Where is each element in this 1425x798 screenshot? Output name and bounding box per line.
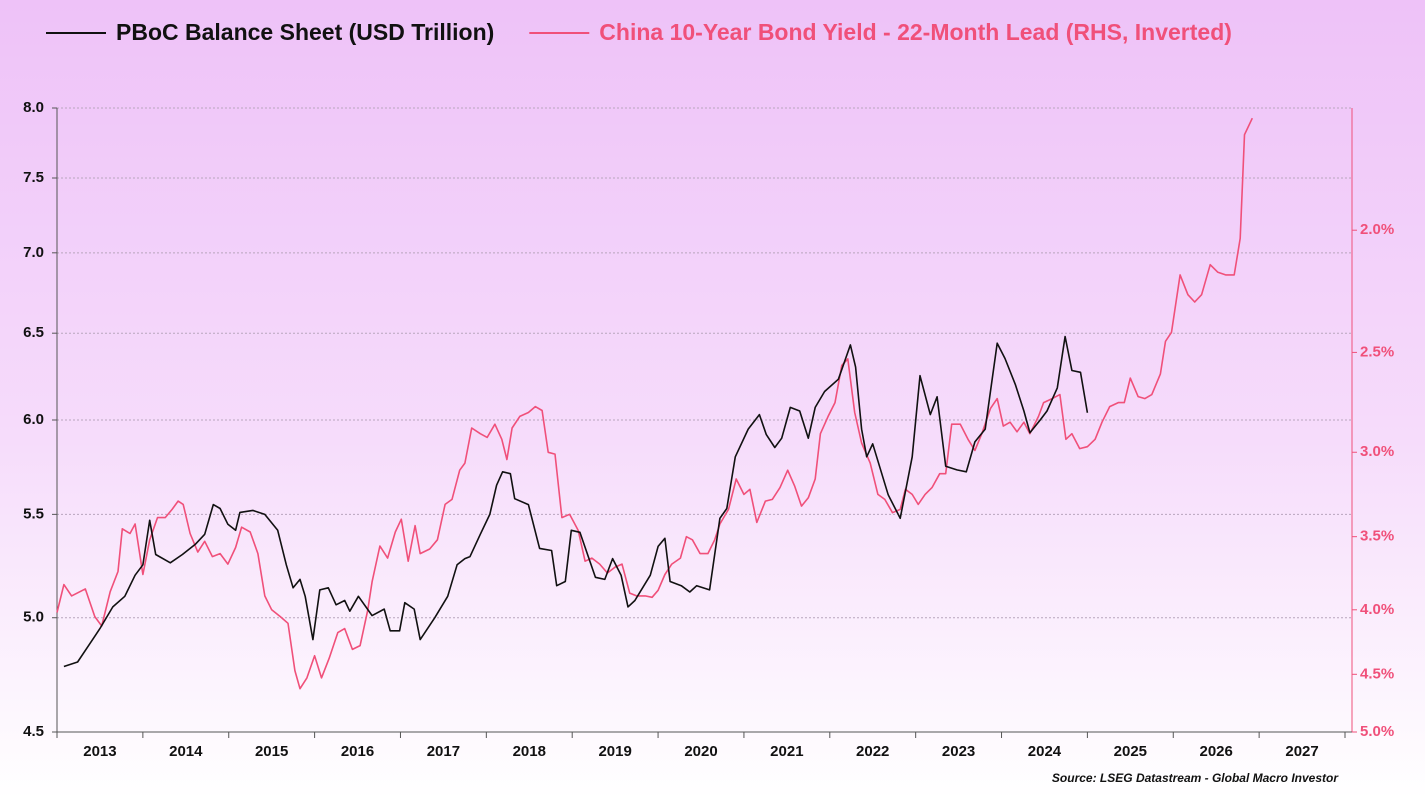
y2-tick-label: 4.0% <box>1360 601 1394 618</box>
series-line <box>63 335 1089 668</box>
legend-label: China 10-Year Bond Yield - 22-Month Lead… <box>599 19 1232 45</box>
x-tick-label: 2023 <box>942 743 975 760</box>
x-tick-label: 2022 <box>856 743 889 760</box>
x-tick-label: 2025 <box>1114 743 1147 760</box>
x-tick-label: 2018 <box>513 743 546 760</box>
y2-tick-label: 2.5% <box>1360 343 1394 360</box>
y-tick-label: 4.5 <box>23 723 44 740</box>
y2-tick-label: 3.5% <box>1360 528 1394 545</box>
y-tick-label: 5.0 <box>23 609 44 626</box>
x-tick-label: 2016 <box>341 743 374 760</box>
y2-tick-label: 5.0% <box>1360 723 1394 740</box>
x-tick-label: 2027 <box>1285 743 1318 760</box>
x-tick-label: 2019 <box>598 743 631 760</box>
legend-label: PBoC Balance Sheet (USD Trillion) <box>116 19 494 45</box>
x-tick-label: 2014 <box>169 743 203 760</box>
series-line <box>56 117 1254 690</box>
x-tick-label: 2026 <box>1200 743 1233 760</box>
x-tick-label: 2024 <box>1028 743 1062 760</box>
y-tick-label: 6.5 <box>23 324 44 341</box>
x-tick-label: 2020 <box>684 743 717 760</box>
y2-tick-label: 4.5% <box>1360 665 1394 682</box>
y-tick-label: 7.5 <box>23 169 44 186</box>
x-tick-label: 2015 <box>255 743 288 760</box>
x-tick-label: 2021 <box>770 743 803 760</box>
y-tick-label: 8.0 <box>23 99 44 116</box>
x-tick-label: 2013 <box>83 743 116 760</box>
y-tick-label: 5.5 <box>23 505 44 522</box>
y-tick-label: 7.0 <box>23 244 44 261</box>
x-tick-label: 2017 <box>427 743 460 760</box>
y2-tick-label: 3.0% <box>1360 443 1394 460</box>
source-note: Source: LSEG Datastream - Global Macro I… <box>1052 771 1339 785</box>
y2-tick-label: 2.0% <box>1360 221 1394 238</box>
y-tick-label: 6.0 <box>23 411 44 428</box>
